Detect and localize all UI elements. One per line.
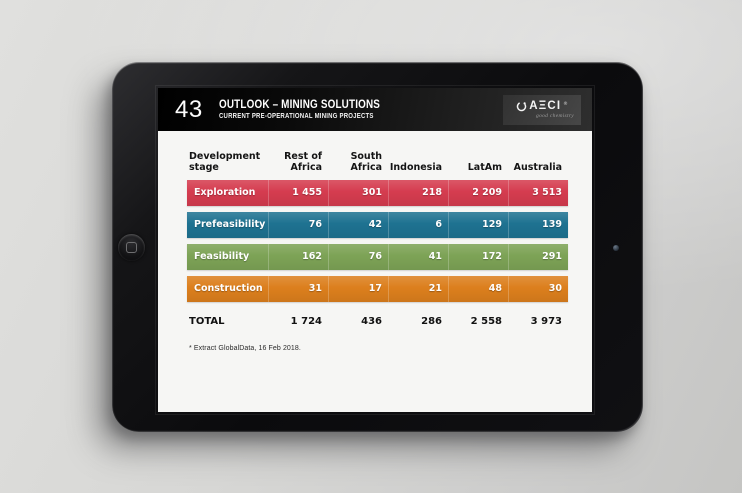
home-button-square-icon xyxy=(126,242,137,253)
table-cell: 31 xyxy=(268,276,328,302)
column-header-development-stage: Development stage xyxy=(189,150,261,173)
column-header-australia: Australia xyxy=(513,161,562,173)
total-label: TOTAL xyxy=(189,315,225,327)
aeci-wordmark: AΞCI xyxy=(529,100,562,112)
tablet-frame: 43 OUTLOOK – MINING SOLUTIONS CURRENT PR… xyxy=(112,62,643,432)
projects-table: Development stage Rest of Africa South A… xyxy=(187,144,568,352)
aeci-logo-row: AΞCI ® xyxy=(516,100,568,112)
table-cell: 42 xyxy=(328,212,388,238)
front-camera xyxy=(613,245,619,251)
table-cell: 172 xyxy=(448,244,508,270)
total-cell: 1 724 xyxy=(290,315,322,327)
table-cell: 218 xyxy=(388,180,448,206)
aeci-tagline: good chemistry xyxy=(536,113,574,119)
table-cell: 301 xyxy=(328,180,388,206)
table-cell: 30 xyxy=(508,276,568,302)
table-cell: 76 xyxy=(268,212,328,238)
table-cell: 48 xyxy=(448,276,508,302)
row-label: Feasibility xyxy=(194,251,250,262)
table-row-total: TOTAL 1 724 436 286 2 558 3 973 xyxy=(187,310,568,332)
table-cell: 21 xyxy=(388,276,448,302)
aeci-logo: AΞCI ® good chemistry xyxy=(503,94,581,125)
column-header-latam: LatAm xyxy=(467,161,502,173)
table-cell: 17 xyxy=(328,276,388,302)
slide-titles: OUTLOOK – MINING SOLUTIONS CURRENT PRE-O… xyxy=(219,99,406,120)
table-cell: 76 xyxy=(328,244,388,270)
row-label: Exploration xyxy=(194,187,256,198)
slide-subtitle: CURRENT PRE-OPERATIONAL MINING PROJECTS xyxy=(218,113,374,120)
home-button[interactable] xyxy=(118,234,145,261)
table-row-feasibility: Feasibility 162 76 41 172 291 xyxy=(187,244,568,270)
table-cell: 2 209 xyxy=(448,180,508,206)
table-cell: 291 xyxy=(508,244,568,270)
table-row-exploration: Exploration 1 455 301 218 2 209 3 513 xyxy=(187,180,568,206)
column-header-south-africa: South Africa xyxy=(350,150,382,173)
page-number: 43 xyxy=(175,95,203,123)
total-cell: 3 973 xyxy=(530,315,562,327)
table-cell: 6 xyxy=(388,212,448,238)
slide-title: OUTLOOK – MINING SOLUTIONS xyxy=(218,99,380,111)
row-label: Prefeasibility xyxy=(194,219,266,230)
column-header-indonesia: Indonesia xyxy=(389,161,442,173)
aeci-circle-icon xyxy=(516,101,527,111)
row-label: Construction xyxy=(194,283,263,294)
table-row-prefeasibility: Prefeasibility 76 42 6 129 139 xyxy=(187,212,568,238)
table-cell: 129 xyxy=(448,212,508,238)
table-cell: 41 xyxy=(388,244,448,270)
table-row-construction: Construction 31 17 21 48 30 xyxy=(187,276,568,302)
table-header-row: Development stage Rest of Africa South A… xyxy=(187,144,568,180)
total-cell: 286 xyxy=(421,315,442,327)
footnote: * Extract GlobalData, 16 Feb 2018. xyxy=(189,345,301,352)
tablet-screen: 43 OUTLOOK – MINING SOLUTIONS CURRENT PR… xyxy=(155,85,595,415)
table-cell: 162 xyxy=(268,244,328,270)
total-cell: 2 558 xyxy=(470,315,502,327)
table-cell: 1 455 xyxy=(268,180,328,206)
table-cell: 3 513 xyxy=(508,180,568,206)
table-cell: 139 xyxy=(508,212,568,238)
slide-header: 43 OUTLOOK – MINING SOLUTIONS CURRENT PR… xyxy=(158,88,592,131)
column-header-rest-of-africa: Rest of Africa xyxy=(284,150,322,173)
total-cell: 436 xyxy=(361,315,382,327)
registered-mark: ® xyxy=(563,102,568,107)
